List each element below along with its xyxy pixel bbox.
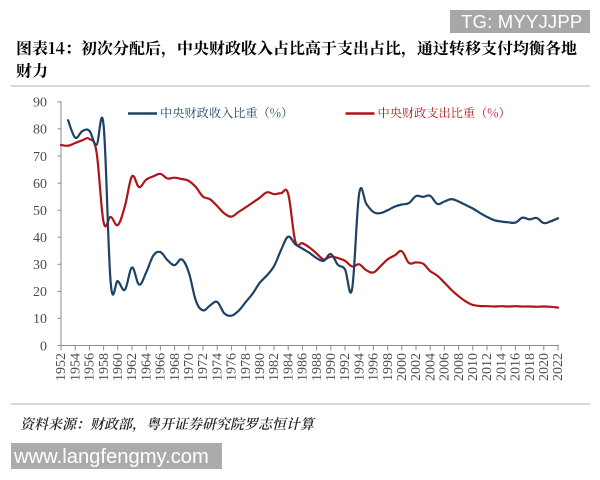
svg-text:1960: 1960 — [111, 353, 126, 381]
svg-text:1974: 1974 — [210, 353, 225, 381]
svg-text:2000: 2000 — [395, 353, 410, 381]
svg-text:10: 10 — [33, 312, 47, 327]
svg-text:70: 70 — [33, 150, 47, 165]
svg-text:2012: 2012 — [480, 353, 495, 381]
svg-text:1968: 1968 — [168, 353, 183, 381]
svg-text:1952: 1952 — [54, 353, 69, 381]
svg-text:60: 60 — [33, 177, 47, 192]
svg-text:TG: MYYJJPP: TG: MYYJJPP — [461, 11, 582, 32]
svg-text:1978: 1978 — [239, 353, 254, 381]
svg-text:1966: 1966 — [154, 353, 169, 381]
svg-text:1996: 1996 — [367, 353, 382, 381]
svg-text:2016: 2016 — [509, 353, 524, 381]
svg-text:40: 40 — [33, 231, 47, 246]
svg-text:2008: 2008 — [452, 353, 467, 381]
svg-text:1998: 1998 — [381, 353, 396, 381]
svg-text:2006: 2006 — [438, 353, 453, 381]
svg-text:2004: 2004 — [423, 353, 438, 381]
svg-text:1970: 1970 — [182, 353, 197, 381]
svg-text:50: 50 — [33, 204, 47, 219]
svg-text:1982: 1982 — [267, 353, 282, 381]
svg-text:www.langfengmy.com: www.langfengmy.com — [13, 446, 209, 468]
svg-text:0: 0 — [40, 339, 47, 354]
svg-text:1980: 1980 — [253, 353, 268, 381]
svg-text:2022: 2022 — [551, 353, 566, 381]
svg-text:1992: 1992 — [338, 353, 353, 381]
svg-text:1958: 1958 — [97, 353, 112, 381]
svg-text:20: 20 — [33, 285, 47, 300]
svg-text:30: 30 — [33, 258, 47, 273]
svg-text:1984: 1984 — [281, 353, 296, 381]
svg-text:2002: 2002 — [409, 353, 424, 381]
svg-text:1954: 1954 — [68, 353, 83, 381]
svg-text:2010: 2010 — [466, 353, 481, 381]
svg-text:1962: 1962 — [125, 353, 140, 381]
svg-text:2018: 2018 — [523, 353, 538, 381]
svg-text:2020: 2020 — [537, 353, 552, 381]
svg-text:1976: 1976 — [225, 353, 240, 381]
svg-text:1956: 1956 — [83, 353, 98, 381]
svg-text:1972: 1972 — [196, 353, 211, 381]
svg-text:90: 90 — [33, 96, 47, 111]
svg-text:1990: 1990 — [324, 353, 339, 381]
svg-text:2014: 2014 — [494, 353, 509, 381]
svg-text:1994: 1994 — [352, 353, 367, 381]
svg-text:1964: 1964 — [139, 353, 154, 381]
svg-text:1986: 1986 — [296, 353, 311, 381]
svg-text:1988: 1988 — [310, 353, 325, 381]
svg-text:80: 80 — [33, 123, 47, 138]
